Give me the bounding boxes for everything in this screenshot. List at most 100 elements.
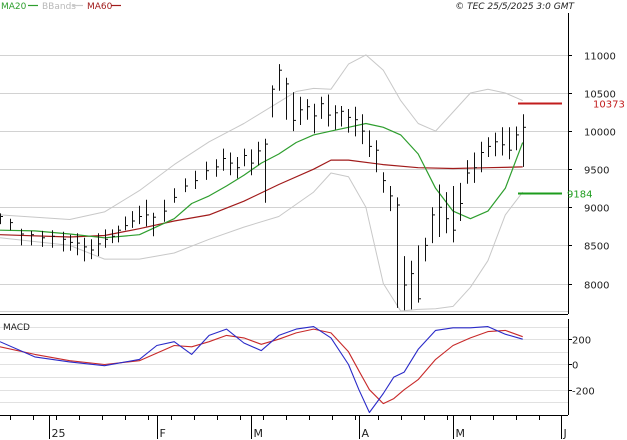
price-bar	[279, 64, 282, 91]
macd-series	[0, 326, 523, 414]
price-bar	[42, 230, 45, 247]
price-bar	[348, 109, 351, 133]
x-axis: 25 F M A M J	[10, 415, 567, 440]
price-bars	[0, 64, 526, 311]
price-bar	[153, 212, 156, 237]
legend-bbands: BBands	[42, 2, 76, 12]
price-bar	[369, 130, 372, 157]
price-bar	[397, 197, 400, 308]
price-bar	[0, 213, 3, 225]
macd-y-axis: 200 0 -200	[568, 336, 595, 398]
price-y-axis: 11000 10500 10000 9500 9000 8500 8000	[568, 52, 616, 292]
price-grid	[0, 55, 568, 312]
price-bar	[293, 92, 296, 132]
macd-panel	[0, 319, 568, 415]
price-markers: 10373 9184	[518, 100, 625, 201]
price-bar	[185, 178, 188, 193]
price-marker-label: 9184	[567, 190, 592, 201]
legend-ma60: MA60	[87, 2, 113, 12]
price-tick-label: 10500	[584, 90, 616, 101]
price-bar	[105, 229, 108, 248]
price-bar	[314, 103, 317, 134]
price-bar	[502, 127, 505, 156]
price-bar	[488, 137, 491, 157]
price-panel	[0, 13, 568, 314]
price-bar	[286, 77, 289, 120]
price-bar	[84, 237, 87, 262]
bollinger-lower-line	[0, 172, 524, 312]
price-bar	[495, 132, 498, 157]
price-bar	[307, 99, 310, 120]
price-tick-label: 9000	[584, 204, 609, 215]
price-bar	[321, 96, 324, 119]
x-tick-label: 25	[52, 427, 66, 440]
price-bar	[411, 260, 414, 310]
price-bar	[91, 239, 94, 260]
price-bar	[446, 192, 449, 234]
price-bar	[118, 225, 121, 243]
price-bar	[467, 160, 470, 184]
source-credit: © TEC 25/5/2025 3:0 GMT	[455, 2, 575, 12]
legend: MA20 BBands MA60	[1, 2, 121, 12]
price-bar	[362, 114, 365, 145]
price-bar	[139, 205, 142, 225]
price-bar	[112, 229, 115, 244]
price-bar	[418, 245, 421, 303]
price-bar	[509, 127, 512, 160]
price-bar	[460, 182, 463, 221]
x-tick-label: M	[456, 427, 466, 440]
price-tick-label: 8500	[584, 242, 609, 253]
price-bar	[390, 186, 393, 212]
price-bar	[63, 231, 66, 252]
price-bar	[164, 199, 167, 222]
price-bar	[439, 184, 442, 237]
price-tick-label: 8000	[584, 281, 609, 292]
macd-signal-line	[0, 328, 523, 405]
ma20-line	[0, 122, 524, 239]
x-tick-label: M	[254, 427, 264, 440]
price-bar	[195, 170, 198, 189]
price-bar	[272, 85, 275, 118]
price-bar	[132, 211, 135, 228]
price-bar	[237, 157, 240, 179]
price-bar	[125, 216, 128, 231]
price-bar	[335, 105, 338, 130]
macd-line	[0, 326, 523, 414]
macd-tick-label: 200	[572, 336, 591, 347]
price-bar	[355, 106, 358, 137]
price-bar	[432, 207, 435, 244]
price-bar	[223, 148, 226, 171]
x-tick-label: J	[563, 427, 567, 440]
price-bar	[146, 199, 149, 227]
price-series	[0, 54, 524, 312]
price-marker-label: 10373	[593, 100, 625, 111]
ma60-line	[0, 159, 523, 238]
price-bar	[10, 218, 13, 231]
price-bar	[265, 138, 268, 203]
price-bar	[31, 230, 34, 246]
bollinger-upper-line	[0, 54, 523, 220]
price-bar	[98, 233, 101, 257]
price-bar	[251, 149, 254, 176]
price-bar	[516, 126, 519, 151]
price-bar	[425, 237, 428, 262]
x-tick-label: A	[362, 427, 370, 440]
price-bar	[404, 256, 407, 311]
price-bar	[206, 161, 209, 180]
price-bar	[258, 141, 261, 166]
price-bar	[230, 152, 233, 176]
price-tick-label: 11000	[584, 52, 616, 63]
price-bar	[21, 228, 24, 246]
price-bar	[383, 172, 386, 193]
price-bar	[174, 188, 177, 203]
price-bar	[453, 186, 456, 243]
x-tick-label: F	[160, 427, 166, 440]
price-bar	[376, 140, 379, 173]
price-bar	[77, 233, 80, 256]
price-tick-label: 9500	[584, 166, 609, 177]
price-bar	[341, 106, 344, 127]
price-bar	[523, 114, 526, 167]
price-bar	[481, 141, 484, 173]
macd-title: MACD	[3, 323, 30, 333]
